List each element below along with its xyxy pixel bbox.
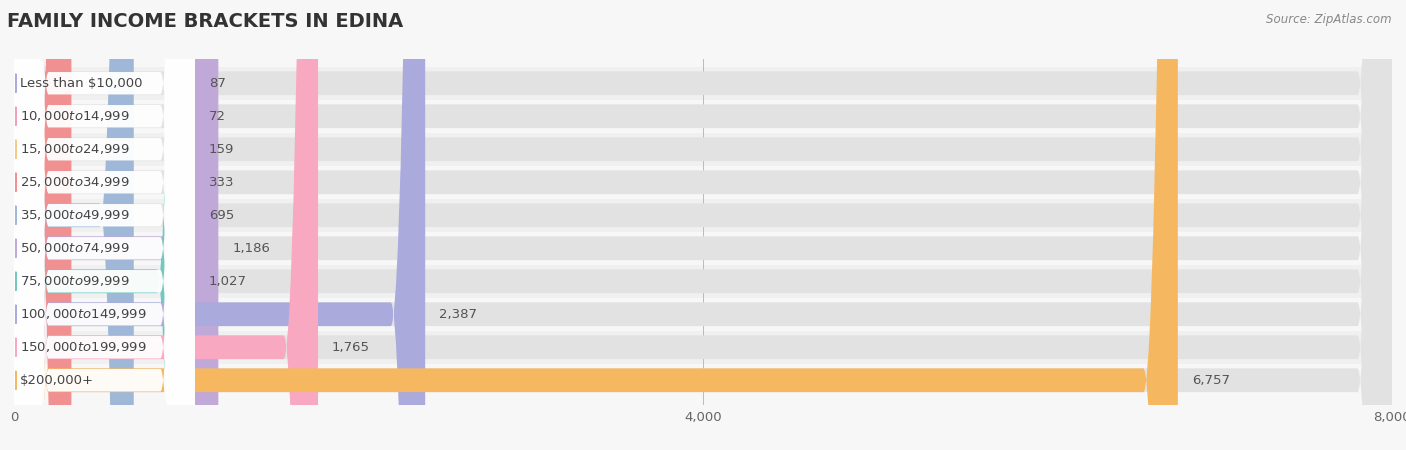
FancyBboxPatch shape	[14, 331, 1392, 364]
Text: 87: 87	[208, 77, 225, 90]
FancyBboxPatch shape	[14, 0, 318, 450]
FancyBboxPatch shape	[14, 0, 1392, 450]
Text: 1,186: 1,186	[232, 242, 270, 255]
Text: Source: ZipAtlas.com: Source: ZipAtlas.com	[1267, 14, 1392, 27]
FancyBboxPatch shape	[14, 0, 1392, 450]
Text: 1,765: 1,765	[332, 341, 370, 354]
Text: 1,027: 1,027	[208, 275, 246, 288]
FancyBboxPatch shape	[14, 0, 195, 450]
Text: $35,000 to $49,999: $35,000 to $49,999	[20, 208, 129, 222]
FancyBboxPatch shape	[14, 0, 1392, 450]
Text: 2,387: 2,387	[439, 308, 477, 321]
FancyBboxPatch shape	[14, 0, 1392, 450]
FancyBboxPatch shape	[14, 0, 72, 450]
FancyBboxPatch shape	[14, 0, 195, 450]
FancyBboxPatch shape	[14, 0, 1392, 450]
FancyBboxPatch shape	[14, 166, 1392, 199]
FancyBboxPatch shape	[14, 0, 195, 450]
Text: $50,000 to $74,999: $50,000 to $74,999	[20, 241, 129, 255]
Text: $10,000 to $14,999: $10,000 to $14,999	[20, 109, 129, 123]
FancyBboxPatch shape	[14, 298, 1392, 331]
FancyBboxPatch shape	[14, 0, 195, 450]
FancyBboxPatch shape	[14, 0, 195, 450]
FancyBboxPatch shape	[14, 232, 1392, 265]
FancyBboxPatch shape	[14, 0, 218, 450]
FancyBboxPatch shape	[14, 0, 1392, 450]
Text: $200,000+: $200,000+	[20, 374, 94, 387]
FancyBboxPatch shape	[14, 100, 1392, 133]
FancyBboxPatch shape	[14, 0, 1392, 450]
Text: 159: 159	[208, 143, 233, 156]
FancyBboxPatch shape	[0, 0, 48, 450]
Text: 695: 695	[208, 209, 233, 222]
FancyBboxPatch shape	[14, 0, 1178, 450]
FancyBboxPatch shape	[14, 133, 1392, 166]
Text: $100,000 to $149,999: $100,000 to $149,999	[20, 307, 146, 321]
Text: FAMILY INCOME BRACKETS IN EDINA: FAMILY INCOME BRACKETS IN EDINA	[7, 12, 404, 31]
FancyBboxPatch shape	[14, 67, 1392, 100]
Text: 333: 333	[208, 176, 235, 189]
FancyBboxPatch shape	[14, 0, 191, 450]
Text: $25,000 to $34,999: $25,000 to $34,999	[20, 175, 129, 189]
FancyBboxPatch shape	[14, 0, 1392, 450]
FancyBboxPatch shape	[14, 0, 195, 450]
Text: $150,000 to $199,999: $150,000 to $199,999	[20, 340, 146, 354]
FancyBboxPatch shape	[14, 0, 195, 450]
Text: $15,000 to $24,999: $15,000 to $24,999	[20, 142, 129, 156]
Text: $75,000 to $99,999: $75,000 to $99,999	[20, 274, 129, 288]
FancyBboxPatch shape	[14, 0, 195, 450]
FancyBboxPatch shape	[14, 199, 1392, 232]
FancyBboxPatch shape	[14, 0, 1392, 450]
FancyBboxPatch shape	[14, 0, 1392, 450]
FancyBboxPatch shape	[14, 0, 425, 450]
Text: Less than $10,000: Less than $10,000	[20, 77, 142, 90]
FancyBboxPatch shape	[14, 265, 1392, 298]
FancyBboxPatch shape	[14, 0, 195, 450]
FancyBboxPatch shape	[14, 364, 1392, 397]
Text: 72: 72	[208, 110, 226, 123]
FancyBboxPatch shape	[0, 0, 48, 450]
FancyBboxPatch shape	[14, 0, 134, 450]
FancyBboxPatch shape	[7, 0, 48, 450]
Text: 6,757: 6,757	[1192, 374, 1230, 387]
FancyBboxPatch shape	[14, 0, 195, 450]
